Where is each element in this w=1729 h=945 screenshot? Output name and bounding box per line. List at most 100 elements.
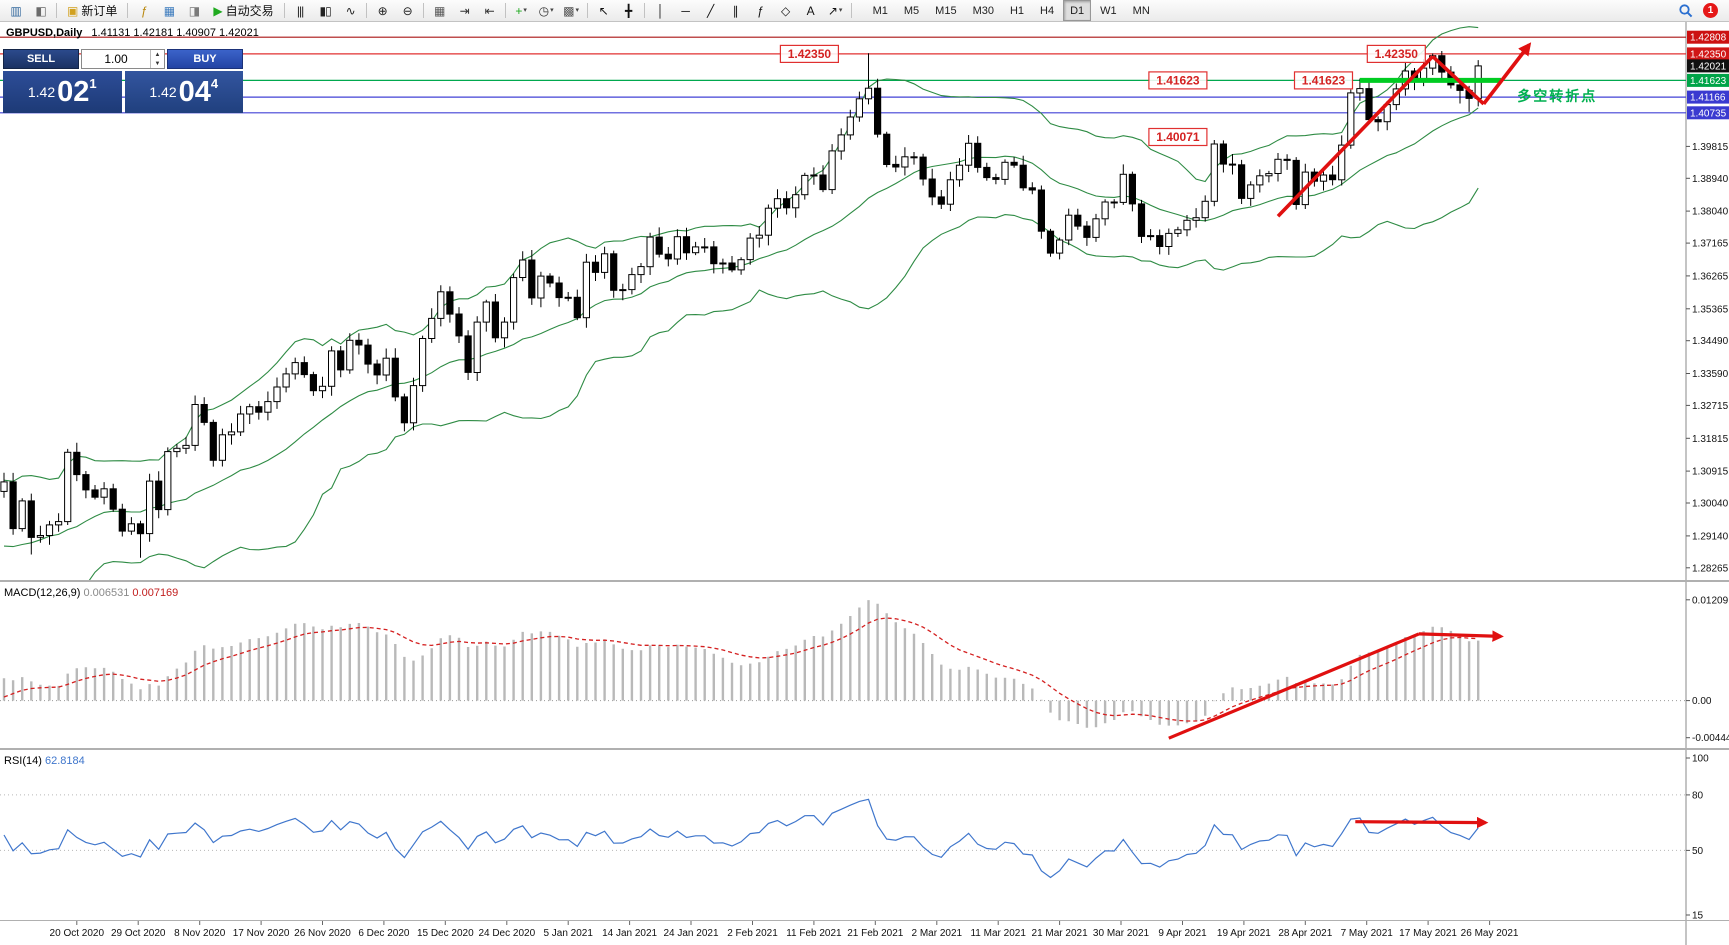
trend-arrow[interactable] bbox=[1482, 42, 1532, 105]
date-axis-label: 11 Feb 2021 bbox=[786, 928, 842, 939]
fibonacci-icon[interactable]: ƒ bbox=[748, 1, 773, 21]
vertical-line-icon[interactable]: │ bbox=[648, 1, 673, 21]
timeframe-M30[interactable]: M30 bbox=[972, 4, 994, 17]
price-annotation[interactable]: 1.40071 bbox=[1148, 127, 1208, 147]
price-annotation[interactable]: 1.41623 bbox=[1293, 71, 1354, 90]
bullish-candles bbox=[0, 55, 1482, 538]
volume-up-icon[interactable]: ▲ bbox=[154, 51, 161, 58]
arrow-tool-icon[interactable]: ↗ ▾ bbox=[823, 1, 848, 21]
candle bbox=[719, 262, 727, 265]
price-annotation[interactable]: 1.42350 bbox=[1366, 44, 1426, 63]
candle bbox=[546, 275, 554, 284]
candle bbox=[382, 357, 390, 376]
timeframe-W1[interactable]: W1 bbox=[1100, 4, 1117, 17]
ohlc-values: 1.41131 1.42181 1.40907 1.42021 bbox=[91, 27, 259, 39]
candle bbox=[118, 508, 126, 532]
candle bbox=[655, 236, 663, 255]
price-annotation[interactable]: 1.41623 bbox=[1148, 71, 1208, 90]
notification-badge[interactable]: 1 bbox=[1703, 3, 1718, 18]
chart-shift-icon[interactable]: ⇤ bbox=[477, 1, 502, 21]
candlestick-chart-icon[interactable]: ▮▯ bbox=[313, 1, 338, 21]
sell-button[interactable]: SELL bbox=[3, 49, 79, 69]
dropdown-caret-icon[interactable]: ▾ bbox=[575, 7, 580, 14]
buy-price-big-figure: 1.42 bbox=[149, 84, 177, 100]
buy-price-pips: 04 bbox=[178, 75, 211, 108]
shapes-icon[interactable]: ◇ bbox=[773, 1, 798, 21]
candle bbox=[491, 301, 499, 339]
timeframe-D1[interactable]: D1 bbox=[1063, 0, 1092, 21]
channel-icon[interactable]: ∥ bbox=[723, 1, 748, 21]
new-chart-icon[interactable]: ▥ bbox=[3, 1, 28, 21]
sell-price[interactable]: 1.42 02 1 bbox=[3, 71, 122, 113]
candle bbox=[701, 246, 709, 249]
add-indicator-icon[interactable]: + ▾ bbox=[509, 1, 534, 21]
periods-icon[interactable]: ◷ ▾ bbox=[534, 1, 559, 21]
crosshair-icon[interactable]: ╋ bbox=[616, 1, 641, 21]
line-chart-icon[interactable]: ∿ bbox=[338, 1, 363, 21]
bollinger-lower-band bbox=[88, 187, 1479, 580]
price-axis-label: 1.31815 bbox=[1692, 434, 1729, 445]
date-axis-label: 24 Dec 2020 bbox=[478, 928, 535, 939]
date-axis-label: 28 Apr 2021 bbox=[1278, 928, 1332, 939]
arrow-tool-icon: ↗ bbox=[827, 3, 838, 18]
date-axis-label: 9 Apr 2021 bbox=[1158, 928, 1207, 939]
volume-box: ▲ ▼ bbox=[81, 49, 165, 69]
candle bbox=[91, 489, 99, 498]
price-line-axis-label: 1.40735 bbox=[1687, 106, 1729, 120]
candle bbox=[1210, 143, 1218, 202]
date-axis-label: 19 Apr 2021 bbox=[1217, 928, 1271, 939]
volume-down-icon[interactable]: ▼ bbox=[154, 60, 161, 67]
timeframe-MN[interactable]: MN bbox=[1132, 4, 1150, 17]
auto-scroll-icon[interactable]: ⇥ bbox=[452, 1, 477, 21]
trend-arrow[interactable] bbox=[1418, 630, 1504, 642]
candle bbox=[1119, 173, 1127, 203]
zoom-in-icon[interactable]: ⊕ bbox=[370, 1, 395, 21]
zoom-out-icon[interactable]: ⊖ bbox=[395, 1, 420, 21]
svg-text:1.42350: 1.42350 bbox=[1375, 47, 1419, 61]
text-icon[interactable]: A bbox=[798, 1, 823, 21]
market-watch-icon[interactable]: ▦ bbox=[156, 1, 181, 21]
candle bbox=[692, 246, 700, 254]
dropdown-caret-icon[interactable]: ▾ bbox=[550, 7, 554, 14]
indicators-icon[interactable]: ƒ bbox=[131, 1, 156, 21]
chart-plot-area[interactable] bbox=[0, 22, 1729, 945]
panel-splitter[interactable] bbox=[0, 748, 1729, 750]
svg-text:1.41623: 1.41623 bbox=[1302, 73, 1346, 87]
trend-arrow[interactable] bbox=[1168, 632, 1420, 740]
bar-chart-icon[interactable]: ||| bbox=[288, 1, 313, 21]
candle bbox=[582, 261, 590, 319]
dropdown-caret-icon[interactable]: ▾ bbox=[523, 7, 527, 14]
buy-price[interactable]: 1.42 04 4 bbox=[124, 71, 243, 113]
price-annotation[interactable]: 1.42350 bbox=[779, 44, 840, 63]
cursor-icon[interactable]: ↖ bbox=[591, 1, 616, 21]
turning-point-note[interactable]: 多空转折点 bbox=[1517, 88, 1597, 104]
timeframe-M5[interactable]: M5 bbox=[903, 4, 920, 17]
trend-arrow[interactable] bbox=[1355, 816, 1489, 829]
timeframe-M15[interactable]: M15 bbox=[935, 4, 957, 17]
panel-splitter[interactable] bbox=[0, 580, 1729, 582]
timeframe-H4[interactable]: H4 bbox=[1040, 4, 1055, 17]
navigator-icon[interactable]: ◨ bbox=[181, 1, 206, 21]
auto-trading-button[interactable]: ▶ 自动交易 bbox=[206, 1, 280, 21]
macd-panel bbox=[0, 600, 1686, 740]
trend-arrow[interactable] bbox=[1276, 55, 1434, 218]
candle bbox=[555, 282, 563, 299]
timeframe-M1[interactable]: M1 bbox=[872, 4, 888, 17]
candle bbox=[1319, 174, 1328, 182]
new-order-button[interactable]: ▣ 新订单 bbox=[60, 1, 124, 21]
timeframe-H1[interactable]: H1 bbox=[1009, 4, 1025, 17]
candle bbox=[164, 451, 172, 511]
search-icon[interactable] bbox=[1673, 1, 1698, 21]
channel-icon: ∥ bbox=[732, 3, 739, 18]
candle bbox=[419, 338, 427, 387]
trendline-icon[interactable]: ╱ bbox=[698, 1, 723, 21]
volume-input[interactable] bbox=[82, 50, 150, 68]
buy-button[interactable]: BUY bbox=[167, 49, 243, 69]
horizontal-line-icon[interactable]: ─ bbox=[673, 1, 698, 21]
tile-windows-icon[interactable]: ▦ bbox=[427, 1, 452, 21]
templates-icon[interactable]: ▩ ▾ bbox=[559, 1, 584, 21]
chart-list-icon[interactable]: ◧ bbox=[28, 1, 53, 21]
dropdown-caret-icon[interactable]: ▾ bbox=[838, 7, 843, 14]
price-axis-label: 1.38040 bbox=[1692, 207, 1729, 218]
trend-arrow[interactable] bbox=[1431, 55, 1485, 106]
